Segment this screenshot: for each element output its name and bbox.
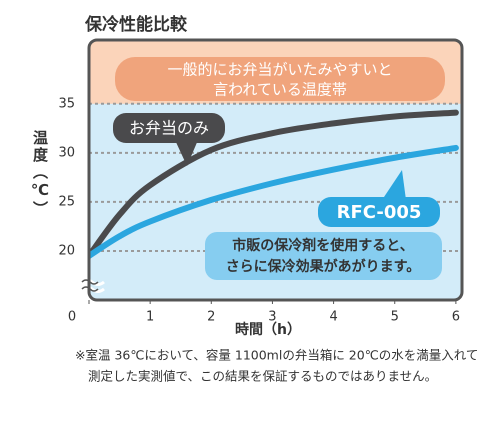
y-tick-label: 20 [58,243,75,258]
x-tick-label: 3 [268,310,276,325]
series-line [89,144,459,259]
callout-box [113,113,225,143]
x-tick-label: 1 [146,310,154,325]
band-label-box [115,57,445,101]
note-text: さらに保冷効果があがります。 [226,258,421,275]
legend-label: お弁当のみ [129,119,209,138]
band-label: 一般的にお弁当がいたみやすいと [167,61,392,79]
axis-break [81,279,99,292]
y-tick-label: 35 [58,96,75,111]
note-box [205,232,442,280]
callout-pointer [175,140,198,166]
x-tick-label: 2 [207,310,215,325]
x-tick-label: 6 [452,310,460,325]
y-tick-label: 25 [58,194,75,209]
plot-frame [87,38,464,302]
chart-title: 保冷性能比較 [84,14,188,35]
x-tick-label: 4 [329,310,337,325]
x-tick-label: 5 [391,310,399,325]
axis-break [89,278,105,293]
callout-box [318,197,440,227]
overlay: お弁当のみ RFC-005 市販の保冷剤を使用すると、さらに保冷効果があがります。 [113,113,442,280]
x-axis-label: 時間（h） [235,321,301,338]
footnote: 測定した実測値で、この結果を保証するものではありません。 [88,369,437,384]
band-label: 言われている温度帯 [213,81,347,99]
legend-label: RFC-005 [337,202,422,223]
series-line [89,109,459,259]
x-tick-label: 0 [68,310,76,325]
note-text: 市販の保冷剤を使用すると、 [232,237,413,254]
callout-pointer [382,170,406,200]
y-axis-label: 温度（℃） [31,130,49,218]
footnote: ※室温 36℃において、容量 1100mlの弁当箱に 20℃の水を満量入れて [75,348,478,363]
y-tick-label: 30 [58,145,75,160]
